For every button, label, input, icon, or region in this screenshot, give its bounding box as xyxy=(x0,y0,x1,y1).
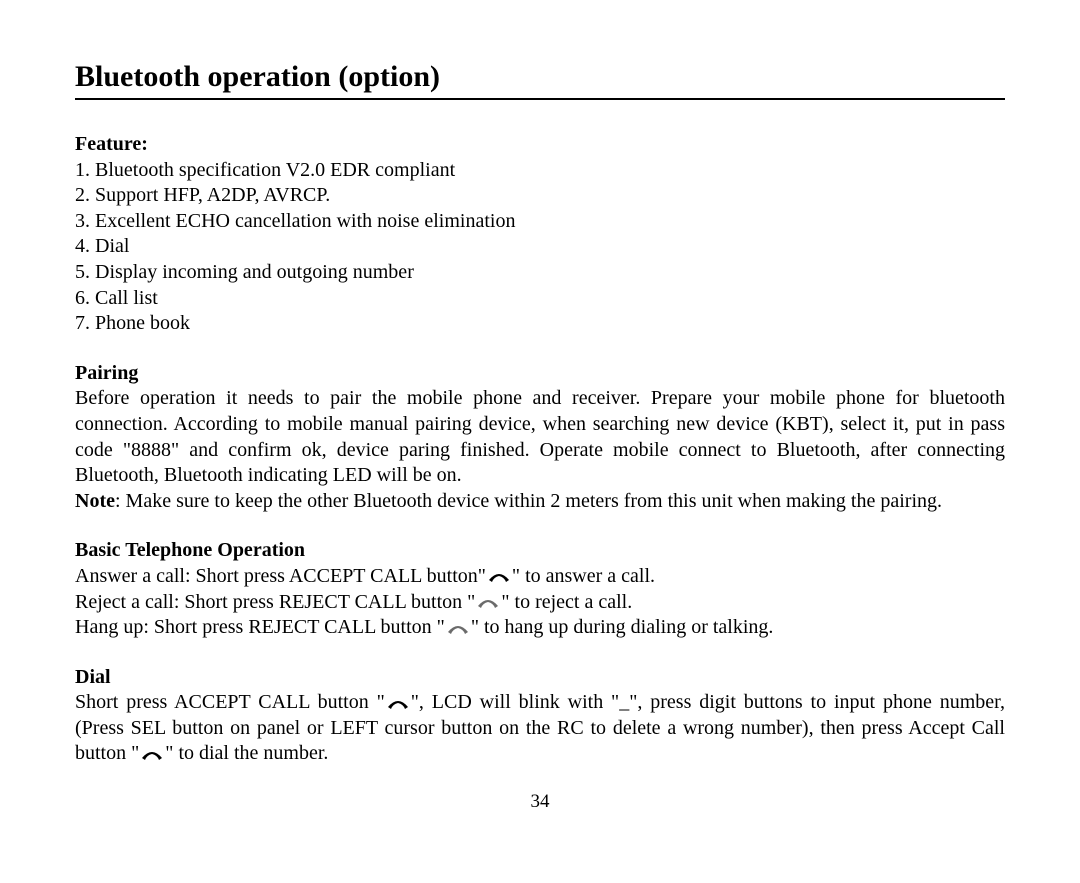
list-item: 4. Dial xyxy=(75,234,1005,260)
pairing-note: Note: Make sure to keep the other Blueto… xyxy=(75,489,1005,515)
manual-page: Bluetooth operation (option) Feature: 1.… xyxy=(0,0,1080,883)
pairing-body: Before operation it needs to pair the mo… xyxy=(75,386,1005,488)
dial-section: Dial Short press ACCEPT CALL button "", … xyxy=(75,665,1005,767)
note-body: : Make sure to keep the other Bluetooth … xyxy=(115,490,942,512)
pairing-section: Pairing Before operation it needs to pai… xyxy=(75,361,1005,515)
feature-list: 1. Bluetooth specification V2.0 EDR comp… xyxy=(75,158,1005,337)
accept-call-icon xyxy=(386,697,410,711)
feature-heading: Feature: xyxy=(75,132,1005,158)
accept-call-icon xyxy=(140,748,164,762)
list-item: 1. Bluetooth specification V2.0 EDR comp… xyxy=(75,158,1005,184)
text: Answer a call: Short press ACCEPT CALL b… xyxy=(75,565,486,587)
pairing-heading: Pairing xyxy=(75,361,1005,387)
list-item: 3. Excellent ECHO cancellation with nois… xyxy=(75,209,1005,235)
text: " to answer a call. xyxy=(512,565,655,587)
text: Reject a call: Short press REJECT CALL b… xyxy=(75,591,475,613)
hangup-line: Hang up: Short press REJECT CALL button … xyxy=(75,615,1005,641)
reject-call-line: Reject a call: Short press REJECT CALL b… xyxy=(75,590,1005,616)
reject-call-icon xyxy=(446,622,470,636)
answer-call-line: Answer a call: Short press ACCEPT CALL b… xyxy=(75,564,1005,590)
dial-heading: Dial xyxy=(75,665,1005,691)
feature-section: Feature: 1. Bluetooth specification V2.0… xyxy=(75,132,1005,337)
text: " to hang up during dialing or talking. xyxy=(471,616,774,638)
page-number: 34 xyxy=(0,791,1080,813)
list-item: 5. Display incoming and outgoing number xyxy=(75,260,1005,286)
text: Short press ACCEPT CALL button " xyxy=(75,691,385,713)
page-title: Bluetooth operation (option) xyxy=(75,60,1005,100)
note-label: Note xyxy=(75,490,115,512)
reject-call-icon xyxy=(476,596,500,610)
accept-call-icon xyxy=(487,570,511,584)
list-item: 7. Phone book xyxy=(75,311,1005,337)
list-item: 2. Support HFP, A2DP, AVRCP. xyxy=(75,183,1005,209)
basic-operation-section: Basic Telephone Operation Answer a call:… xyxy=(75,538,1005,640)
basic-heading: Basic Telephone Operation xyxy=(75,538,1005,564)
text: " to dial the number. xyxy=(165,742,328,764)
text: Hang up: Short press REJECT CALL button … xyxy=(75,616,445,638)
text: " to reject a call. xyxy=(501,591,632,613)
list-item: 6. Call list xyxy=(75,286,1005,312)
dial-body: Short press ACCEPT CALL button "", LCD w… xyxy=(75,690,1005,767)
